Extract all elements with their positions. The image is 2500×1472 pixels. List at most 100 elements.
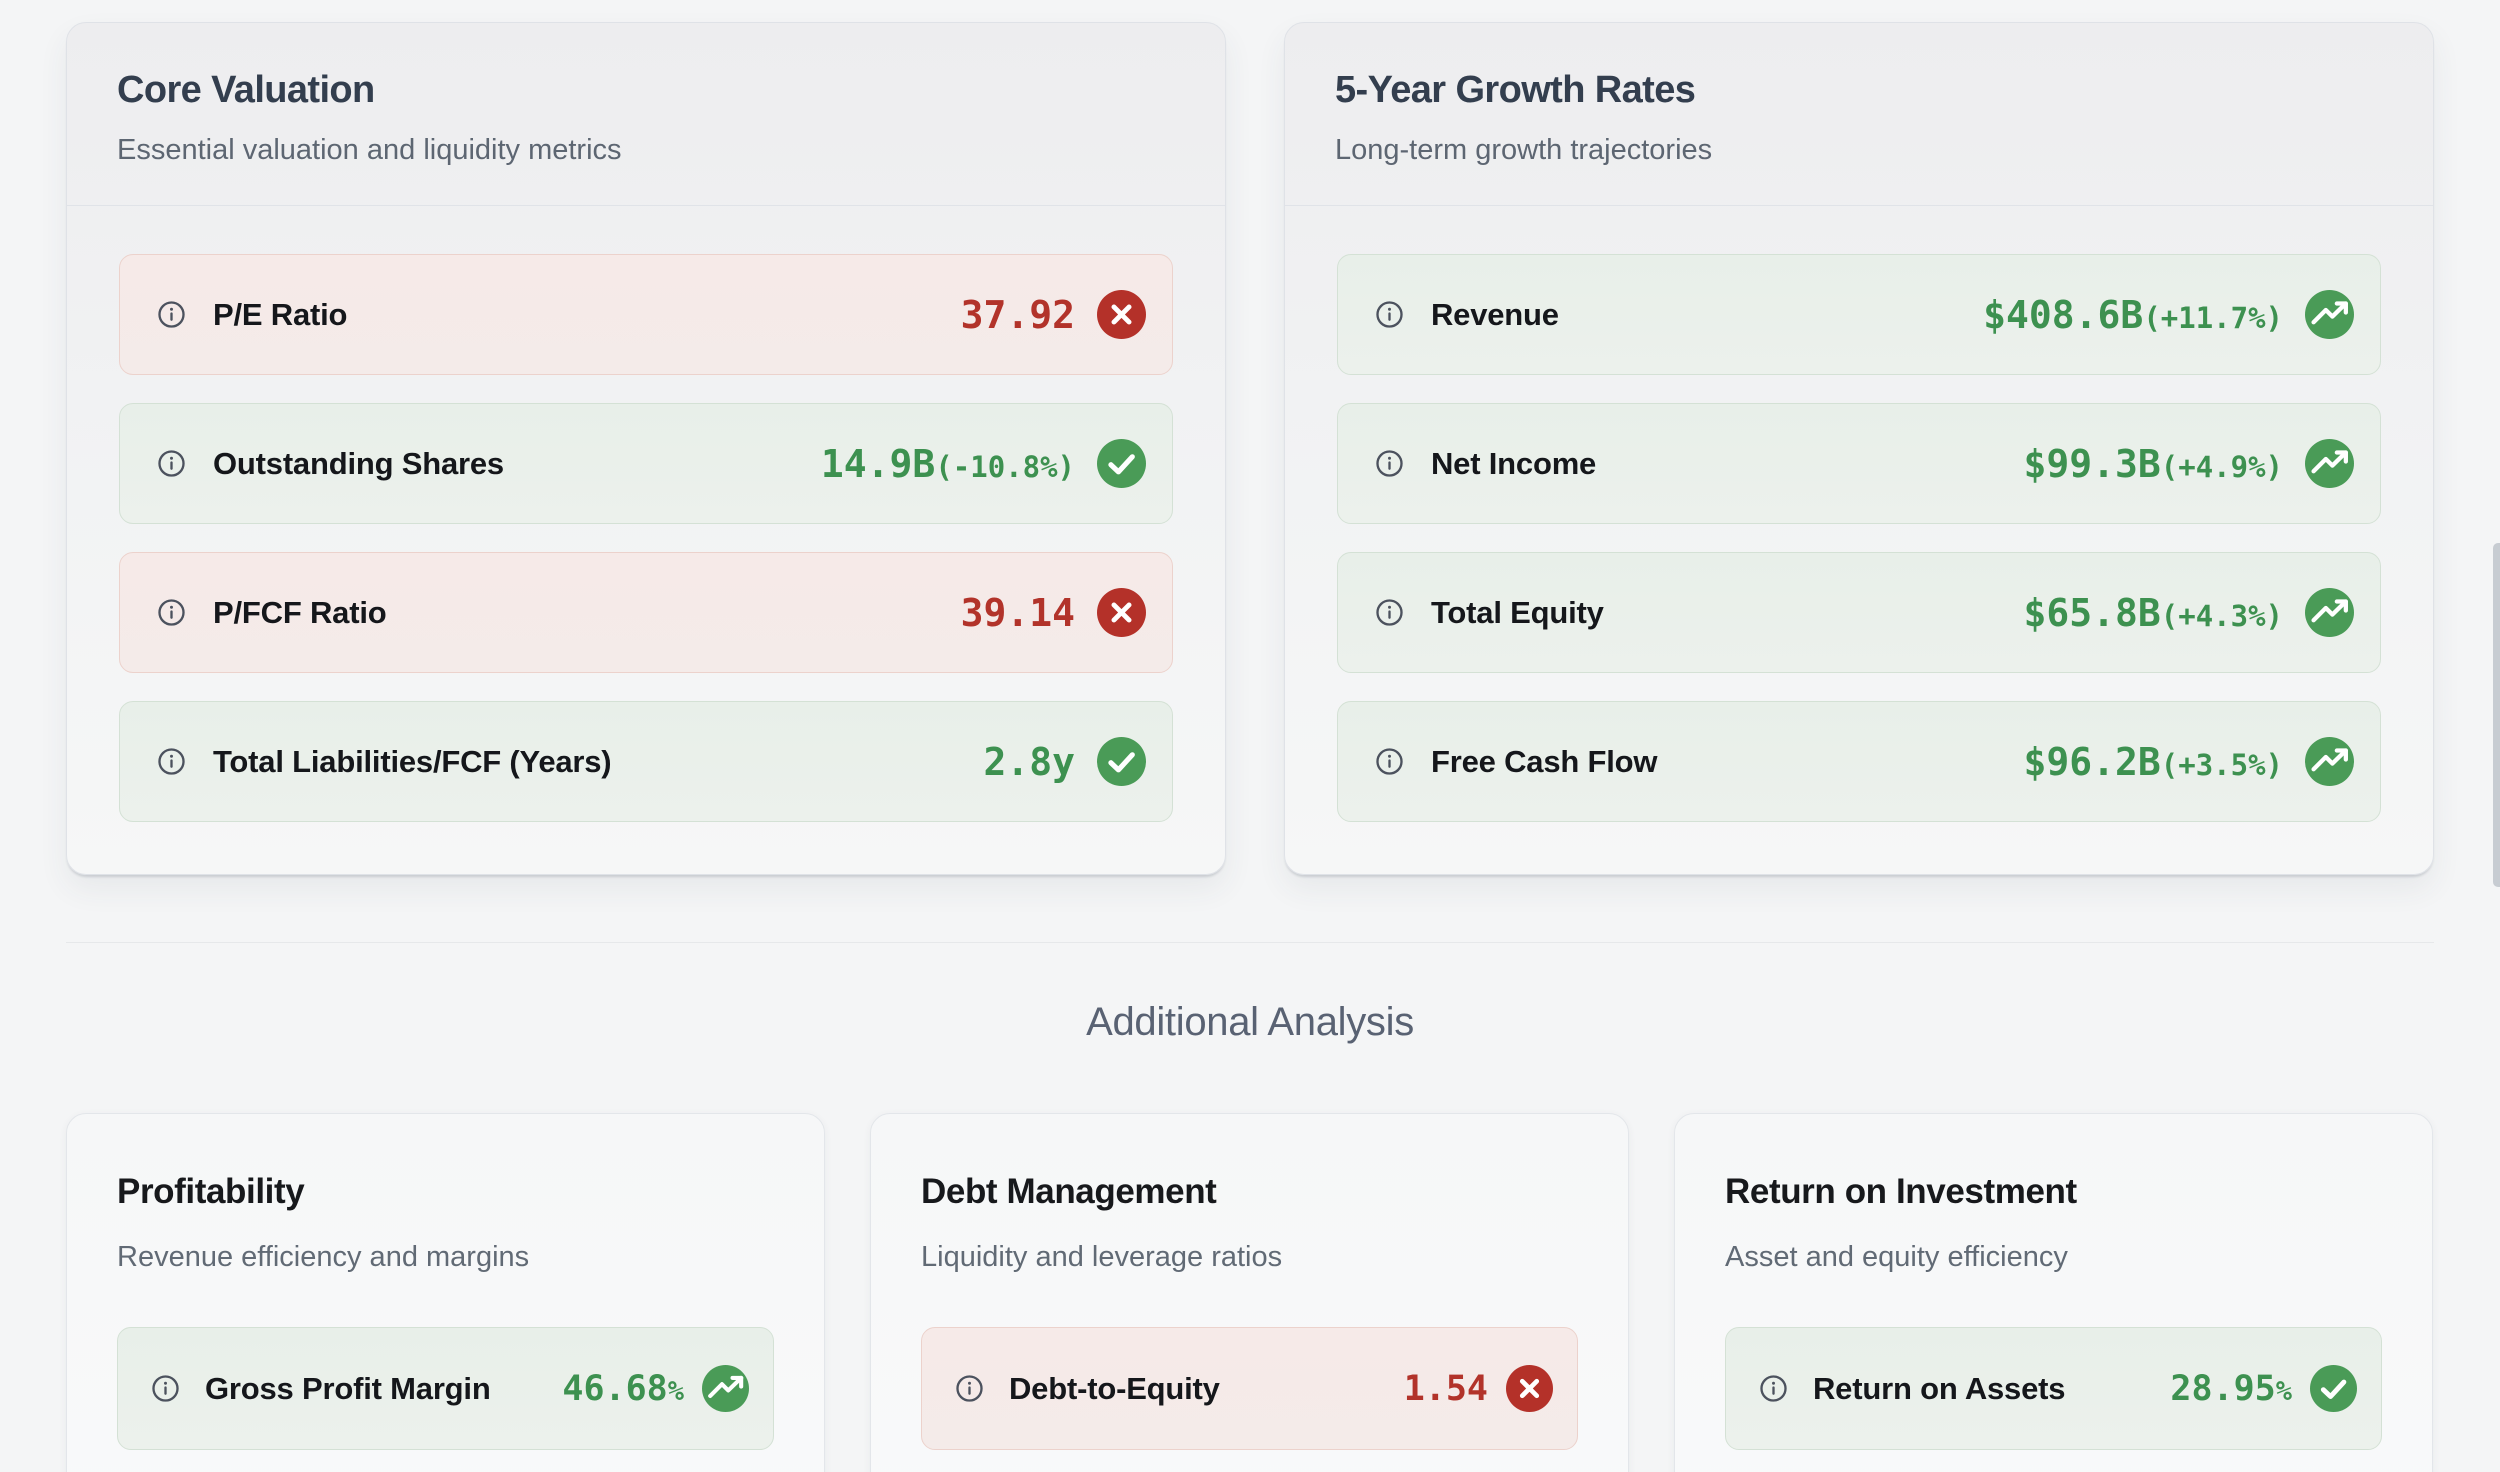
card-title: Core Valuation xyxy=(117,69,375,111)
card-subtitle: Long-term growth trajectories xyxy=(1335,134,1713,166)
metric-value-main: 2.8y xyxy=(983,739,1075,784)
metric-row-free-cash-flow[interactable]: Free Cash Flow $96.2B(+3.5%) xyxy=(1337,701,2381,822)
metric-value-suffix: (+3.5%) xyxy=(2160,747,2283,782)
metric-label: Free Cash Flow xyxy=(1431,743,1658,779)
check-circle-icon xyxy=(1097,439,1146,488)
bottom-card-grid: Profitability Revenue efficiency and mar… xyxy=(66,1113,2434,1472)
trending-up-icon xyxy=(702,1365,749,1412)
info-icon[interactable] xyxy=(1374,299,1405,330)
trending-up-icon xyxy=(2305,439,2354,488)
metric-label: Return on Assets xyxy=(1813,1370,2066,1406)
info-icon[interactable] xyxy=(1374,448,1405,479)
card-title: 5-Year Growth Rates xyxy=(1335,69,1696,111)
card-core-valuation: Core Valuation Essential valuation and l… xyxy=(66,22,1226,875)
metric-value: $65.8B(+4.3%) xyxy=(2024,591,2284,635)
info-icon[interactable] xyxy=(156,746,187,777)
metric-value: 46.68% xyxy=(562,1369,684,1409)
metric-value-main: $408.6B xyxy=(1983,292,2144,337)
card-body: P/E Ratio 37.92 Outstanding Shares 14.9B… xyxy=(67,206,1225,822)
card-header: Core Valuation Essential valuation and l… xyxy=(67,23,1225,206)
info-icon[interactable] xyxy=(954,1373,985,1404)
vertical-scrollbar-thumb[interactable] xyxy=(2493,543,2500,887)
info-icon[interactable] xyxy=(156,448,187,479)
metric-row-liabilities-fcf[interactable]: Total Liabilities/FCF (Years) 2.8y xyxy=(119,701,1173,822)
metric-row-gross-profit-margin[interactable]: Gross Profit Margin 46.68% xyxy=(117,1327,774,1450)
top-card-grid: Core Valuation Essential valuation and l… xyxy=(66,22,2434,875)
card-growth-rates: 5-Year Growth Rates Long-term growth tra… xyxy=(1284,22,2434,875)
metric-label: Total Equity xyxy=(1431,594,1604,630)
info-icon[interactable] xyxy=(1758,1373,1789,1404)
metric-row-total-equity[interactable]: Total Equity $65.8B(+4.3%) xyxy=(1337,552,2381,673)
section-divider xyxy=(66,942,2434,943)
metric-row-net-income[interactable]: Net Income $99.3B(+4.9%) xyxy=(1337,403,2381,524)
check-circle-icon xyxy=(2310,1365,2357,1412)
metric-value: 2.8y xyxy=(983,740,1075,784)
trending-up-icon xyxy=(2305,290,2354,339)
metric-value-main: 37.92 xyxy=(960,292,1075,337)
metric-row-pfcf-ratio[interactable]: P/FCF Ratio 39.14 xyxy=(119,552,1173,673)
metric-value-suffix: % xyxy=(667,1375,684,1407)
trending-up-icon xyxy=(2305,737,2354,786)
metric-label: P/E Ratio xyxy=(213,296,348,332)
trending-up-icon xyxy=(2305,588,2354,637)
card-title: Return on Investment xyxy=(1725,1172,2077,1211)
metric-value-main: $65.8B xyxy=(2023,590,2161,635)
metric-value-suffix: (-10.8%) xyxy=(935,449,1075,484)
metric-value-main: 1.54 xyxy=(1403,1368,1488,1409)
metric-row-return-on-assets[interactable]: Return on Assets 28.95% xyxy=(1725,1327,2382,1450)
x-circle-icon xyxy=(1506,1365,1553,1412)
card-return-on-investment: Return on Investment Asset and equity ef… xyxy=(1674,1113,2433,1472)
metric-value: 39.14 xyxy=(961,591,1075,635)
metric-label: Gross Profit Margin xyxy=(205,1370,491,1406)
card-title: Debt Management xyxy=(921,1172,1217,1211)
card-profitability: Profitability Revenue efficiency and mar… xyxy=(66,1113,825,1472)
card-title: Profitability xyxy=(117,1172,305,1211)
info-icon[interactable] xyxy=(1374,746,1405,777)
metric-value-suffix: (+4.9%) xyxy=(2160,449,2283,484)
metric-row-revenue[interactable]: Revenue $408.6B(+11.7%) xyxy=(1337,254,2381,375)
metric-label: P/FCF Ratio xyxy=(213,594,387,630)
metric-value-main: $99.3B xyxy=(2023,441,2161,486)
card-body: Return on Assets 28.95% xyxy=(1725,1327,2382,1450)
card-body: Gross Profit Margin 46.68% xyxy=(117,1327,774,1450)
metric-value: 1.54 xyxy=(1404,1369,1488,1409)
metric-value-main: 46.68 xyxy=(562,1368,668,1409)
card-subtitle: Liquidity and leverage ratios xyxy=(921,1241,1283,1273)
card-debt-management: Debt Management Liquidity and leverage r… xyxy=(870,1113,1629,1472)
x-circle-icon xyxy=(1097,290,1146,339)
metric-value: $99.3B(+4.9%) xyxy=(2024,442,2284,486)
metric-value: 14.9B(-10.8%) xyxy=(821,442,1075,486)
metric-value-suffix: % xyxy=(2275,1375,2292,1407)
metric-label: Revenue xyxy=(1431,296,1559,332)
info-icon[interactable] xyxy=(1374,597,1405,628)
metric-value: $408.6B(+11.7%) xyxy=(1983,293,2283,337)
card-subtitle: Essential valuation and liquidity metric… xyxy=(117,134,622,166)
info-icon[interactable] xyxy=(156,299,187,330)
metric-value-main: 28.95 xyxy=(2170,1368,2276,1409)
metric-label: Outstanding Shares xyxy=(213,445,504,481)
metric-value-main: 39.14 xyxy=(960,590,1075,635)
info-icon[interactable] xyxy=(150,1373,181,1404)
card-header: 5-Year Growth Rates Long-term growth tra… xyxy=(1285,23,2433,206)
metric-value: $96.2B(+3.5%) xyxy=(2024,740,2284,784)
metric-value: 28.95% xyxy=(2170,1369,2292,1409)
metric-row-debt-to-equity[interactable]: Debt-to-Equity 1.54 xyxy=(921,1327,1578,1450)
card-subtitle: Revenue efficiency and margins xyxy=(117,1241,530,1273)
card-body: Debt-to-Equity 1.54 xyxy=(921,1327,1578,1450)
metric-row-outstanding-shares[interactable]: Outstanding Shares 14.9B(-10.8%) xyxy=(119,403,1173,524)
metric-value-main: 14.9B xyxy=(820,441,936,486)
metric-value-suffix: (+4.3%) xyxy=(2160,598,2283,633)
metric-label: Total Liabilities/FCF (Years) xyxy=(213,743,612,779)
metric-label: Debt-to-Equity xyxy=(1009,1370,1220,1406)
metric-value: 37.92 xyxy=(961,293,1075,337)
metric-row-pe-ratio[interactable]: P/E Ratio 37.92 xyxy=(119,254,1173,375)
check-circle-icon xyxy=(1097,737,1146,786)
x-circle-icon xyxy=(1097,588,1146,637)
metric-value-suffix: (+11.7%) xyxy=(2143,300,2283,335)
section-heading: Additional Analysis xyxy=(1086,1000,1414,1044)
metric-value-main: $96.2B xyxy=(2023,739,2161,784)
metric-label: Net Income xyxy=(1431,445,1597,481)
card-subtitle: Asset and equity efficiency xyxy=(1725,1241,2068,1273)
info-icon[interactable] xyxy=(156,597,187,628)
